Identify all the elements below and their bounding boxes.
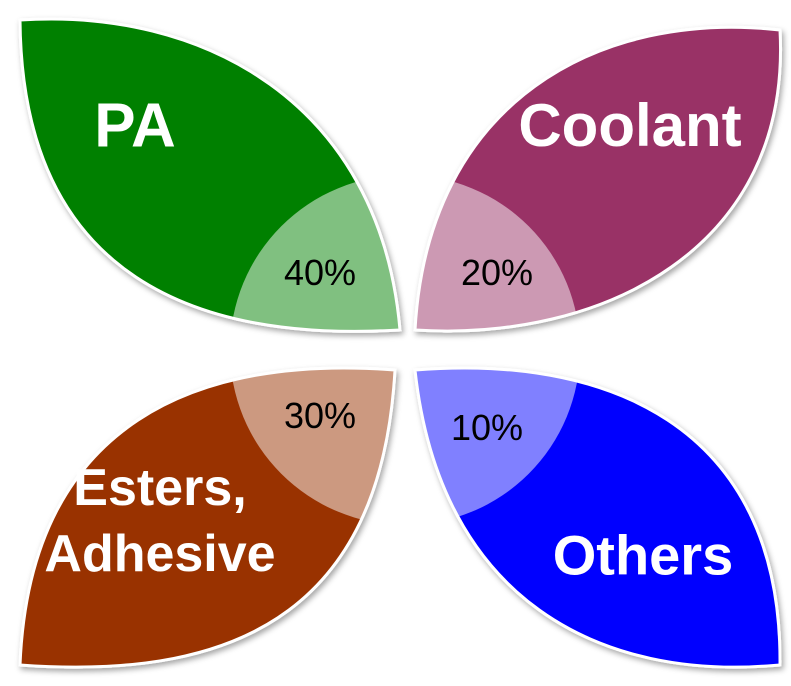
petal-percent: 10% xyxy=(451,407,523,448)
petal-highlight xyxy=(230,175,400,332)
petal-label: Coolant xyxy=(518,92,741,159)
petal: Coolant 20% xyxy=(413,25,782,333)
petal-label: Esters, xyxy=(73,459,246,517)
petal: PA 40% xyxy=(18,17,402,333)
petal-highlight xyxy=(415,367,580,525)
petal-highlight xyxy=(415,175,580,332)
petal-label: Others xyxy=(553,524,734,587)
petal-percent: 40% xyxy=(284,252,356,293)
petal: Esters, Adhesive 30% xyxy=(18,366,397,669)
petal-percent: 20% xyxy=(461,252,533,293)
petal-label: PA xyxy=(94,92,176,161)
petal-percent: 30% xyxy=(284,395,356,436)
petal: Others 10% xyxy=(413,366,782,669)
petal-highlight xyxy=(230,367,395,525)
petal-label: Adhesive xyxy=(44,525,275,583)
